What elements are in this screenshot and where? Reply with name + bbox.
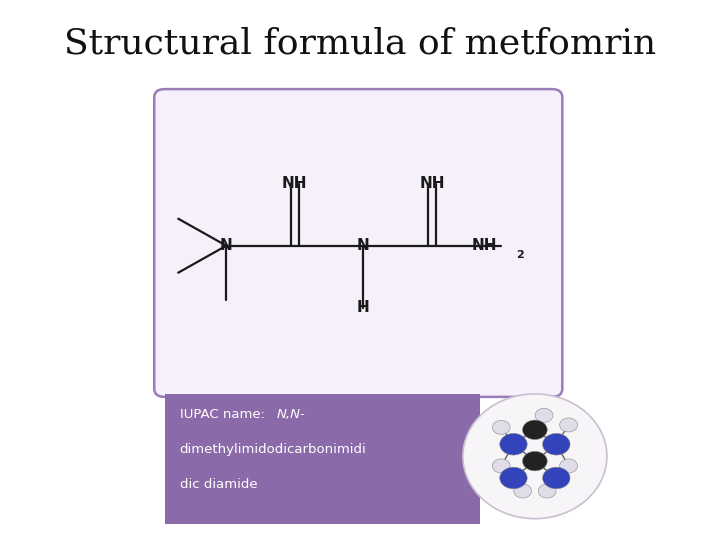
Text: N: N [220, 238, 233, 253]
Circle shape [559, 459, 577, 473]
FancyBboxPatch shape [154, 89, 562, 397]
Text: IUPAC name:: IUPAC name: [179, 408, 269, 421]
Text: Structural formula of metfomrin: Structural formula of metfomrin [64, 27, 656, 61]
Circle shape [523, 451, 547, 471]
Text: NH: NH [419, 176, 445, 191]
Circle shape [492, 459, 510, 473]
Circle shape [500, 434, 527, 455]
Circle shape [543, 434, 570, 455]
Circle shape [543, 467, 570, 489]
Text: dic diamide: dic diamide [179, 478, 257, 491]
Text: H: H [357, 300, 370, 315]
Circle shape [539, 484, 556, 498]
Circle shape [492, 420, 510, 434]
Text: NH: NH [282, 176, 307, 191]
Text: N,N-: N,N- [277, 408, 306, 421]
Circle shape [559, 418, 577, 432]
Circle shape [500, 467, 527, 489]
Text: dimethylimidodicarbonimidi: dimethylimidodicarbonimidi [179, 443, 366, 456]
Text: 2: 2 [516, 251, 523, 260]
Circle shape [535, 408, 553, 422]
Ellipse shape [463, 394, 607, 518]
Text: N: N [357, 238, 370, 253]
FancyBboxPatch shape [165, 394, 480, 524]
Circle shape [514, 484, 531, 498]
Text: NH: NH [472, 238, 498, 253]
Circle shape [523, 420, 547, 440]
